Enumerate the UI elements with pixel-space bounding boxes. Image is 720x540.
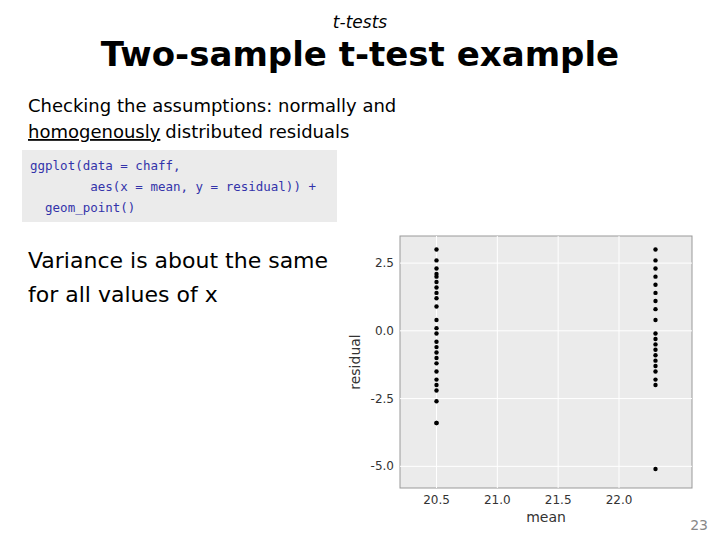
tick-label: 2.5 xyxy=(375,256,394,270)
point xyxy=(653,291,657,295)
point xyxy=(434,285,438,289)
tick-label: -5.0 xyxy=(371,459,394,473)
x-axis-label: mean xyxy=(526,509,566,525)
subtitle: Checking the assumptions: normally and xyxy=(28,95,396,116)
point xyxy=(434,274,438,278)
point xyxy=(434,326,438,330)
grid-line xyxy=(400,330,692,331)
plot: 20.5 21.0 21.5 22.0 2.5 0.0 -2.5 -5.0 mean residu… xyxy=(347,236,692,525)
tick-label: 0.0 xyxy=(375,324,394,338)
point xyxy=(653,266,657,270)
kicker: t-tests xyxy=(333,12,387,32)
y-axis-label: residual xyxy=(347,334,363,389)
point xyxy=(434,318,438,322)
point xyxy=(434,291,438,295)
point xyxy=(653,331,657,335)
point xyxy=(653,274,657,278)
plot-area xyxy=(400,236,692,488)
point xyxy=(434,361,438,365)
tick-label: 20.5 xyxy=(423,493,450,507)
point xyxy=(434,331,438,335)
title: Two-sample t-test example xyxy=(101,34,619,74)
background xyxy=(0,0,720,540)
point xyxy=(434,421,438,425)
tick-label: 21.0 xyxy=(484,493,511,507)
point xyxy=(434,377,438,381)
points xyxy=(434,247,657,471)
grid-line xyxy=(400,263,692,264)
point xyxy=(434,388,438,392)
point xyxy=(434,421,438,425)
point xyxy=(434,339,438,343)
tick-label: 21.5 xyxy=(545,493,572,507)
point xyxy=(434,304,438,308)
subtitle: distributed residuals xyxy=(165,121,349,142)
body-text: for all values of x xyxy=(28,282,218,307)
point xyxy=(653,318,657,322)
point xyxy=(434,247,438,251)
point xyxy=(653,369,657,373)
slide: t-testsTwo-sample t-test example Checking… xyxy=(0,0,720,540)
point xyxy=(434,369,438,373)
point xyxy=(434,296,438,300)
code-box xyxy=(22,150,337,222)
subtitle: homogenously xyxy=(28,121,161,142)
point xyxy=(434,350,438,354)
grid xyxy=(400,236,692,488)
tick-label: 22.0 xyxy=(606,493,633,507)
grid-line xyxy=(400,398,692,399)
grid-line xyxy=(619,236,620,488)
point xyxy=(653,283,657,287)
grid-line xyxy=(400,466,692,467)
point xyxy=(653,358,657,362)
body-text: Variance is about the same xyxy=(28,248,328,273)
point xyxy=(653,247,657,251)
point xyxy=(653,467,657,471)
point xyxy=(434,345,438,349)
point xyxy=(653,377,657,381)
grid-line xyxy=(558,236,559,488)
point xyxy=(653,364,657,368)
point xyxy=(653,307,657,311)
point xyxy=(434,266,438,270)
point xyxy=(434,399,438,403)
point xyxy=(653,258,657,262)
grid-line xyxy=(497,236,498,488)
code-line: aes(x = mean, y = residual)) + xyxy=(30,179,316,194)
point xyxy=(653,348,657,352)
point xyxy=(434,258,438,262)
point xyxy=(434,383,438,387)
tick-label: -2.5 xyxy=(371,392,394,406)
point xyxy=(434,356,438,360)
code-line: ggplot(data = chaff, xyxy=(30,158,181,173)
point xyxy=(653,342,657,346)
code-line: geom_point() xyxy=(30,200,135,215)
point xyxy=(653,383,657,387)
page-number: 23 xyxy=(690,517,708,533)
point xyxy=(434,280,438,284)
point xyxy=(653,337,657,341)
point xyxy=(653,299,657,303)
point xyxy=(653,353,657,357)
